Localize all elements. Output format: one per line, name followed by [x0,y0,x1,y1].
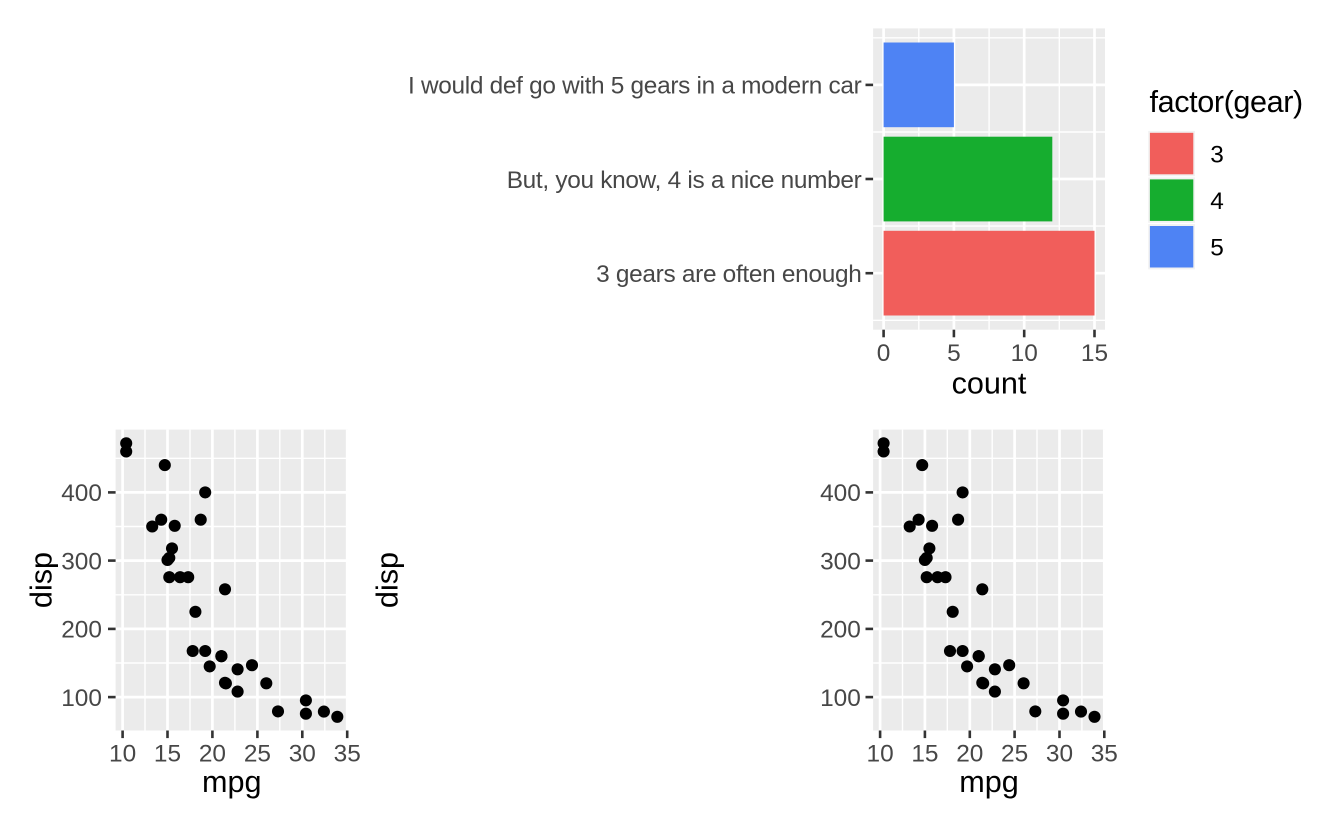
svg-text:100: 100 [820,685,861,712]
svg-text:I would def go with 5 gears in: I would def go with 5 gears in a modern … [408,73,862,100]
svg-text:300: 300 [820,548,861,575]
svg-text:35: 35 [334,741,361,768]
svg-text:3 gears are often enough: 3 gears are often enough [596,261,861,288]
svg-text:400: 400 [61,480,102,507]
svg-text:30: 30 [1046,741,1073,768]
svg-text:200: 200 [61,617,102,644]
svg-text:10: 10 [867,741,894,768]
svg-text:3: 3 [1210,141,1224,168]
svg-text:factor(gear): factor(gear) [1150,85,1303,119]
svg-text:300: 300 [61,548,102,575]
svg-text:10: 10 [1011,340,1038,367]
svg-text:5: 5 [947,340,961,367]
svg-text:20: 20 [199,741,226,768]
svg-text:400: 400 [820,480,861,507]
svg-text:But, you know, 4 is a nice num: But, you know, 4 is a nice number [507,167,862,194]
svg-text:4: 4 [1210,188,1224,215]
svg-text:mpg: mpg [959,765,1019,799]
svg-text:count: count [952,366,1027,400]
svg-text:100: 100 [61,685,102,712]
svg-text:25: 25 [244,741,271,768]
svg-text:20: 20 [956,741,983,768]
svg-text:35: 35 [1091,741,1118,768]
svg-text:0: 0 [877,340,891,367]
svg-text:15: 15 [1081,340,1108,367]
svg-text:disp: disp [371,552,405,608]
svg-text:10: 10 [109,741,136,768]
svg-text:15: 15 [154,741,181,768]
svg-text:25: 25 [1001,741,1028,768]
svg-text:5: 5 [1210,235,1224,262]
svg-text:200: 200 [820,617,861,644]
svg-text:disp: disp [25,552,59,608]
svg-text:30: 30 [289,741,316,768]
svg-text:mpg: mpg [202,765,262,799]
svg-text:15: 15 [911,741,938,768]
